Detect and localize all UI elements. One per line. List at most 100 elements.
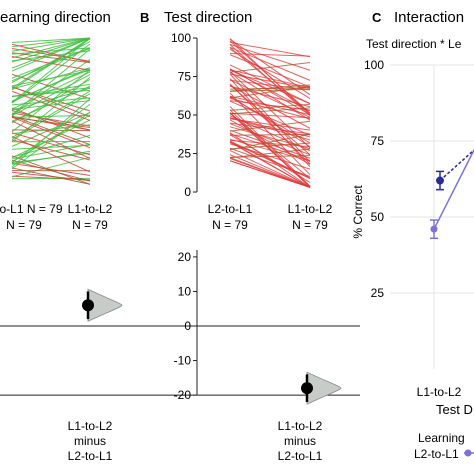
legend-swatch-point xyxy=(464,449,472,457)
pair-line xyxy=(11,120,91,159)
pair-line xyxy=(229,78,311,168)
pair-line xyxy=(11,116,91,149)
pair-line xyxy=(229,112,311,119)
pair-line xyxy=(229,154,311,188)
ytick-label: 10 xyxy=(178,284,192,298)
pair-line xyxy=(229,118,311,131)
pair-line xyxy=(11,119,91,159)
pair-line xyxy=(229,69,311,89)
pair-line xyxy=(229,79,311,118)
panel-c-subtitle: Test direction * Le xyxy=(366,37,462,51)
panel-b-ytick-label: 50 xyxy=(178,108,192,122)
pair-line xyxy=(11,103,91,164)
pair-line xyxy=(11,76,91,143)
pair-line xyxy=(229,160,311,188)
pair-line xyxy=(229,150,311,188)
pair-line xyxy=(11,37,91,48)
pair-line xyxy=(11,74,91,117)
pair-line xyxy=(11,111,91,170)
ytick-label: -10 xyxy=(174,354,192,368)
pair-line xyxy=(229,100,311,136)
panel-a-slope-lines xyxy=(11,37,91,185)
pair-line xyxy=(229,122,311,135)
pair-line xyxy=(229,69,311,105)
panel-c-xtick-1: L1-to-L2 xyxy=(417,385,462,399)
pair-line xyxy=(11,100,91,110)
panel-b-letter: B xyxy=(140,10,149,25)
ytick-label: 20 xyxy=(178,250,192,264)
pair-line xyxy=(229,54,311,88)
pair-line xyxy=(11,114,91,118)
panel-b-title: Test direction xyxy=(164,9,252,26)
pair-line xyxy=(11,116,91,128)
panel-c-legend-item: L2-to-L1 xyxy=(414,447,459,461)
pair-line xyxy=(229,142,311,150)
pair-line xyxy=(229,134,311,183)
pair-line xyxy=(11,167,91,185)
pair-line xyxy=(229,123,311,156)
panel-c-xlabel: Test D xyxy=(436,402,473,417)
pair-line xyxy=(11,37,91,103)
mean-difference-point xyxy=(301,382,313,395)
bootstrap-distribution xyxy=(87,288,123,322)
pair-line xyxy=(229,141,311,188)
panel-c-legend xyxy=(464,449,474,457)
pair-line xyxy=(11,37,91,69)
pair-line xyxy=(229,64,311,104)
panel-a-xtick-1-n: N = 79 xyxy=(6,218,42,232)
pair-line xyxy=(11,150,91,165)
contrast-label: L1-to-L2 xyxy=(278,419,323,433)
pair-line xyxy=(11,52,91,64)
panel-b-ytick-label: 25 xyxy=(178,147,192,161)
panel-c-ylabel: % Correct xyxy=(351,185,365,239)
contrast-label: L1-to-L2 xyxy=(68,419,113,433)
pair-line xyxy=(11,136,91,173)
panel-b-xtick-1-n: N = 79 xyxy=(212,218,248,232)
pair-line xyxy=(229,38,311,116)
pair-line xyxy=(229,96,311,144)
pair-line xyxy=(11,162,91,177)
bootstrap-distribution xyxy=(306,371,342,405)
pair-line xyxy=(11,70,91,87)
pair-line xyxy=(11,159,91,182)
ytick-label: 25 xyxy=(371,286,385,300)
data-point xyxy=(436,176,444,185)
ytick-label: 50 xyxy=(371,210,385,224)
pair-line xyxy=(229,107,311,115)
panel-b-xtick-2: L1-to-L2 xyxy=(288,202,333,216)
panel-a-xtick-2: L1-to-L2 xyxy=(68,202,113,216)
pair-line xyxy=(229,120,311,132)
pair-line xyxy=(11,73,91,100)
panel-c-legend-title: Learning xyxy=(418,431,465,445)
ytick-label: 75 xyxy=(371,134,385,148)
pair-line xyxy=(229,85,311,108)
panel-a-xtick-2-n: N = 79 xyxy=(72,218,108,232)
pair-line xyxy=(11,48,91,116)
panel-a-title: earning direction xyxy=(0,9,111,26)
pair-line xyxy=(11,115,91,146)
panel-b-ytick-label: 75 xyxy=(178,70,192,84)
panel-c-grid: 25 50 75 100 xyxy=(364,58,474,369)
data-point xyxy=(430,225,438,233)
pair-line xyxy=(11,87,91,98)
series-line-l2-to-l1 xyxy=(433,149,474,230)
panel-c-marks xyxy=(430,149,474,240)
contrast-label: minus xyxy=(74,434,106,448)
pair-line xyxy=(11,139,91,161)
panel-b-ytick-label: 100 xyxy=(171,31,191,45)
panel-b-xtick-1: L2-to-L1 xyxy=(208,202,253,216)
ytick-label: -20 xyxy=(174,388,192,402)
series-line-2 xyxy=(439,149,474,182)
ytick-label: 0 xyxy=(184,319,191,333)
pair-line xyxy=(229,147,311,178)
pair-line xyxy=(11,71,91,110)
pair-line xyxy=(229,68,311,116)
pair-line xyxy=(11,38,91,91)
pair-line xyxy=(11,43,91,104)
panel-b-y-axis: 0 25 50 75 100 xyxy=(171,31,198,199)
panel-b-ytick-label: 0 xyxy=(184,185,191,199)
panel-b-xtick-2-n: N = 79 xyxy=(292,218,328,232)
